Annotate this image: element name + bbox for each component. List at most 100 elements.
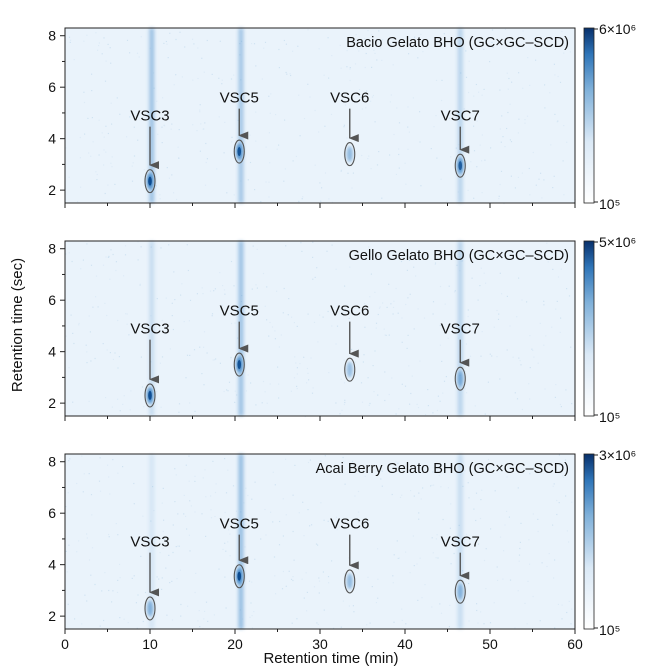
noise-dot — [330, 113, 333, 115]
noise-dot — [440, 486, 442, 488]
noise-dot — [79, 157, 81, 159]
noise-dot — [233, 74, 235, 76]
noise-dot — [352, 460, 354, 462]
noise-dot — [285, 458, 287, 460]
noise-dot — [276, 290, 278, 292]
noise-dot — [344, 104, 347, 106]
noise-dot — [520, 364, 522, 366]
noise-dot — [561, 618, 563, 620]
noise-dot — [224, 458, 226, 460]
noise-dot — [375, 322, 378, 324]
streak-band — [149, 241, 155, 416]
noise-dot — [170, 128, 172, 130]
noise-dot — [358, 50, 360, 52]
y-tick-label: 2 — [48, 182, 56, 198]
noise-dot — [125, 313, 127, 315]
noise-dot — [98, 480, 101, 482]
noise-dot — [487, 458, 490, 461]
noise-dot — [303, 535, 305, 537]
noise-dot — [554, 396, 556, 398]
noise-dot — [498, 313, 500, 315]
noise-dot — [368, 155, 370, 157]
noise-dot — [465, 76, 468, 78]
noise-dot — [232, 485, 235, 487]
noise-dot — [366, 90, 368, 92]
noise-dot — [390, 303, 392, 305]
noise-dot — [122, 403, 124, 405]
noise-dot — [516, 398, 519, 400]
noise-dot — [557, 75, 559, 78]
noise-dot — [189, 354, 191, 356]
noise-dot — [214, 515, 216, 518]
noise-dot — [465, 331, 467, 333]
noise-dot — [236, 394, 238, 396]
noise-dot — [260, 538, 262, 540]
noise-dot — [343, 126, 345, 128]
noise-dot — [552, 485, 554, 487]
noise-dot — [90, 155, 92, 157]
noise-dot — [103, 164, 105, 166]
noise-dot — [377, 578, 379, 580]
colorbar-gradient — [583, 27, 595, 204]
noise-dot — [399, 47, 401, 49]
x-tick-label: 10 — [142, 636, 158, 652]
noise-dot — [395, 461, 397, 463]
noise-dot — [282, 312, 284, 314]
noise-dot — [426, 254, 428, 256]
noise-dot — [406, 347, 408, 349]
noise-dot — [374, 291, 376, 293]
noise-dot — [560, 268, 562, 270]
noise-dot — [378, 151, 380, 153]
noise-dot — [126, 313, 128, 315]
noise-dot — [255, 111, 257, 113]
noise-dot — [214, 288, 216, 290]
noise-dot — [398, 557, 400, 559]
noise-dot — [107, 43, 109, 45]
peak-ellipse-vsc3 — [144, 169, 156, 194]
noise-dot — [83, 473, 85, 475]
noise-dot — [65, 253, 67, 255]
noise-dot — [521, 408, 523, 411]
noise-dot — [559, 403, 561, 406]
noise-dot — [101, 132, 103, 134]
noise-dot — [487, 381, 489, 383]
noise-dot — [231, 322, 233, 325]
noise-dot — [105, 397, 107, 399]
noise-dot — [224, 121, 226, 123]
noise-dot — [195, 572, 197, 574]
noise-dot — [569, 51, 571, 53]
peak-ellipse-vsc5 — [233, 139, 245, 164]
noise-dot — [161, 319, 163, 322]
noise-dot — [108, 533, 110, 536]
noise-dot — [78, 540, 80, 542]
noise-dot — [435, 79, 438, 81]
peak-label-vsc5: VSC5 — [220, 90, 259, 107]
noise-dot — [137, 139, 139, 141]
peak-core-vsc5 — [237, 571, 242, 581]
noise-dot — [390, 94, 392, 96]
noise-dot — [278, 544, 281, 546]
noise-dot — [470, 161, 472, 163]
noise-dot — [437, 557, 439, 559]
noise-dot — [163, 538, 165, 540]
noise-dot — [449, 527, 451, 529]
noise-dot — [254, 481, 256, 483]
noise-dot — [264, 305, 266, 307]
noise-dot — [190, 505, 192, 507]
noise-dot — [479, 285, 481, 287]
noise-dot — [274, 484, 276, 486]
noise-dot — [272, 521, 274, 523]
noise-dot — [558, 464, 561, 466]
noise-dot — [102, 264, 105, 266]
noise-dot — [510, 254, 512, 256]
noise-dot — [506, 476, 508, 478]
noise-dot — [328, 198, 330, 200]
noise-dot — [414, 36, 416, 38]
noise-dot — [210, 517, 213, 519]
noise-dot — [435, 557, 437, 559]
noise-dot — [518, 277, 520, 279]
noise-dot — [292, 579, 294, 582]
noise-dot — [343, 124, 345, 126]
noise-dot — [234, 322, 236, 324]
noise-dot — [323, 74, 325, 76]
